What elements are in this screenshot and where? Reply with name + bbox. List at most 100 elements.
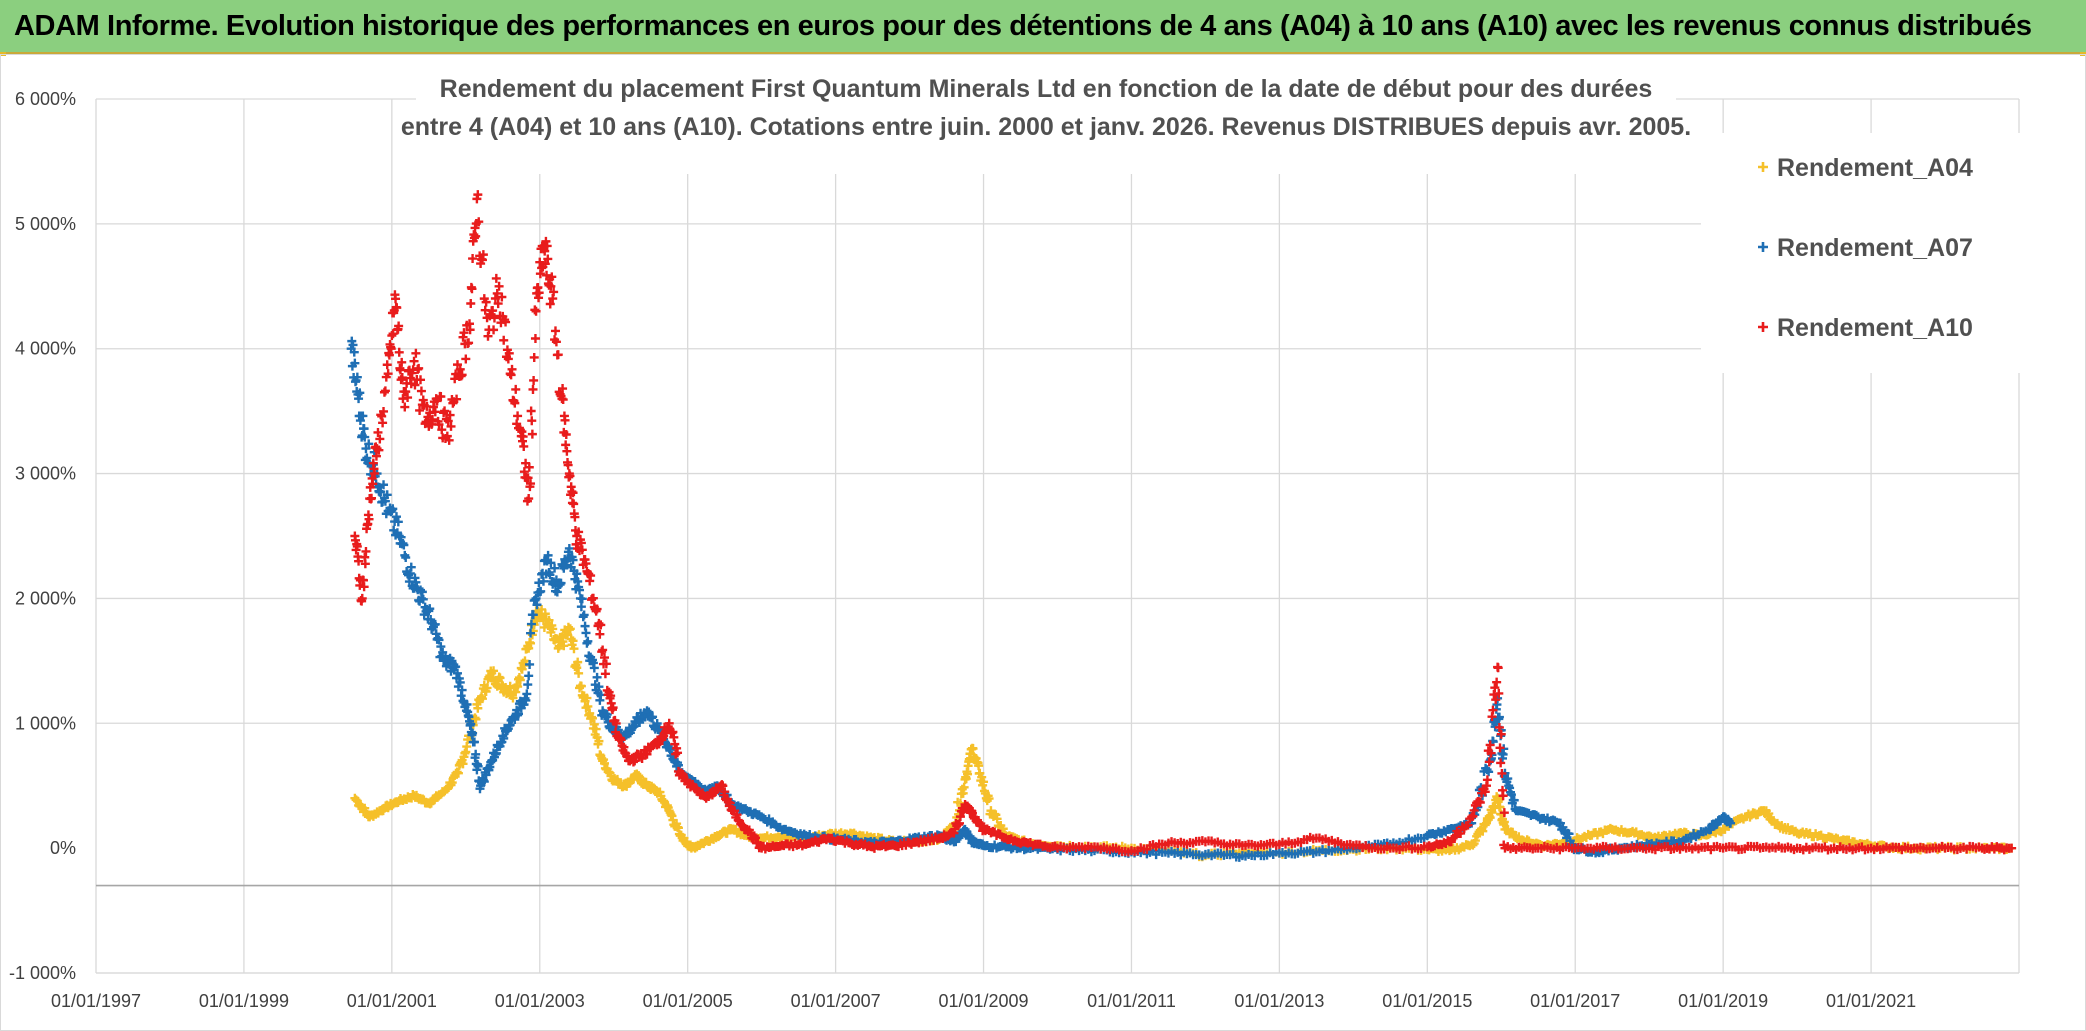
point-marker (490, 293, 500, 303)
series-Rendement_A04 (350, 604, 2017, 862)
point-marker (471, 749, 481, 759)
point-marker (352, 541, 362, 551)
point-marker (443, 416, 453, 426)
point-marker (955, 798, 965, 808)
point-marker (586, 571, 596, 581)
y-tick-label: 6 000% (15, 89, 76, 109)
point-marker (587, 713, 597, 723)
point-marker (561, 440, 571, 450)
point-marker (550, 563, 560, 573)
point-marker (478, 250, 488, 260)
point-marker (1496, 729, 1506, 739)
point-marker (589, 719, 599, 729)
point-marker (470, 223, 480, 233)
legend-label: Rendement_A10 (1777, 314, 1973, 342)
point-marker (352, 372, 362, 382)
point-marker (479, 777, 489, 787)
point-marker (360, 432, 370, 442)
point-marker (548, 624, 558, 634)
point-marker (568, 555, 578, 565)
point-marker (568, 488, 578, 498)
point-marker (998, 824, 1008, 834)
point-marker (461, 354, 471, 364)
point-marker (416, 375, 426, 385)
point-marker (359, 424, 369, 434)
chart-area: -1 000% 0% 1 000% 2 000% 3 000% 4 000% 5 000% 6… (0, 54, 2086, 1031)
point-marker (568, 636, 578, 646)
point-marker (393, 517, 403, 527)
x-tick-label: 01/01/2021 (1826, 991, 1916, 1011)
point-marker (572, 569, 582, 579)
legend-marker (1758, 242, 1768, 252)
point-marker (501, 317, 511, 327)
point-marker (425, 604, 435, 614)
point-marker (968, 744, 978, 754)
point-marker (511, 384, 521, 394)
point-marker (437, 425, 447, 435)
point-marker (576, 681, 586, 691)
point-marker (1478, 826, 1488, 836)
point-marker (464, 338, 474, 348)
point-marker (1499, 808, 1509, 818)
point-marker (386, 344, 396, 354)
point-marker (428, 414, 438, 424)
point-marker (368, 479, 378, 489)
point-marker (348, 340, 358, 350)
point-marker (574, 527, 584, 537)
point-marker (360, 559, 370, 569)
point-marker (466, 298, 476, 308)
point-marker (514, 709, 524, 719)
point-marker (380, 496, 390, 506)
point-marker (979, 777, 989, 787)
point-marker (451, 662, 461, 672)
series-Rendement_A10 (350, 190, 2017, 857)
point-marker (750, 833, 760, 843)
point-marker (467, 284, 477, 294)
point-marker (453, 768, 463, 778)
point-marker (528, 384, 538, 394)
point-marker (455, 677, 465, 687)
legend-label: Rendement_A07 (1777, 234, 1973, 262)
point-marker (459, 328, 469, 338)
point-marker (445, 410, 455, 420)
point-marker (602, 709, 612, 719)
point-marker (358, 411, 368, 421)
point-marker (447, 778, 457, 788)
point-marker (394, 347, 404, 357)
point-marker (1484, 757, 1494, 767)
x-tick-label: 01/01/1997 (51, 991, 141, 1011)
point-marker (473, 703, 483, 713)
point-marker (471, 231, 481, 241)
point-marker (558, 395, 568, 405)
point-marker (401, 553, 411, 563)
point-marker (352, 796, 362, 806)
point-marker (489, 313, 499, 323)
point-marker (436, 642, 446, 652)
point-marker (574, 668, 584, 678)
point-marker (1488, 705, 1498, 715)
point-marker (387, 331, 397, 341)
point-marker (349, 347, 359, 357)
point-marker (364, 514, 374, 524)
point-marker (392, 303, 402, 313)
point-marker (535, 257, 545, 267)
point-marker (357, 593, 367, 603)
point-marker (530, 334, 540, 344)
point-marker (718, 781, 728, 791)
point-marker (673, 748, 683, 758)
point-marker (526, 638, 536, 648)
point-marker (452, 668, 462, 678)
point-marker (403, 393, 413, 403)
x-tick-label: 01/01/2017 (1530, 991, 1620, 1011)
point-marker (1490, 683, 1500, 693)
point-marker (355, 388, 365, 398)
point-marker (573, 657, 583, 667)
point-marker (560, 415, 570, 425)
point-marker (594, 682, 604, 692)
point-marker (494, 281, 504, 291)
point-marker (551, 337, 561, 347)
point-marker (588, 593, 598, 603)
point-marker (1463, 820, 1473, 830)
point-marker (481, 297, 491, 307)
point-marker (1491, 695, 1501, 705)
